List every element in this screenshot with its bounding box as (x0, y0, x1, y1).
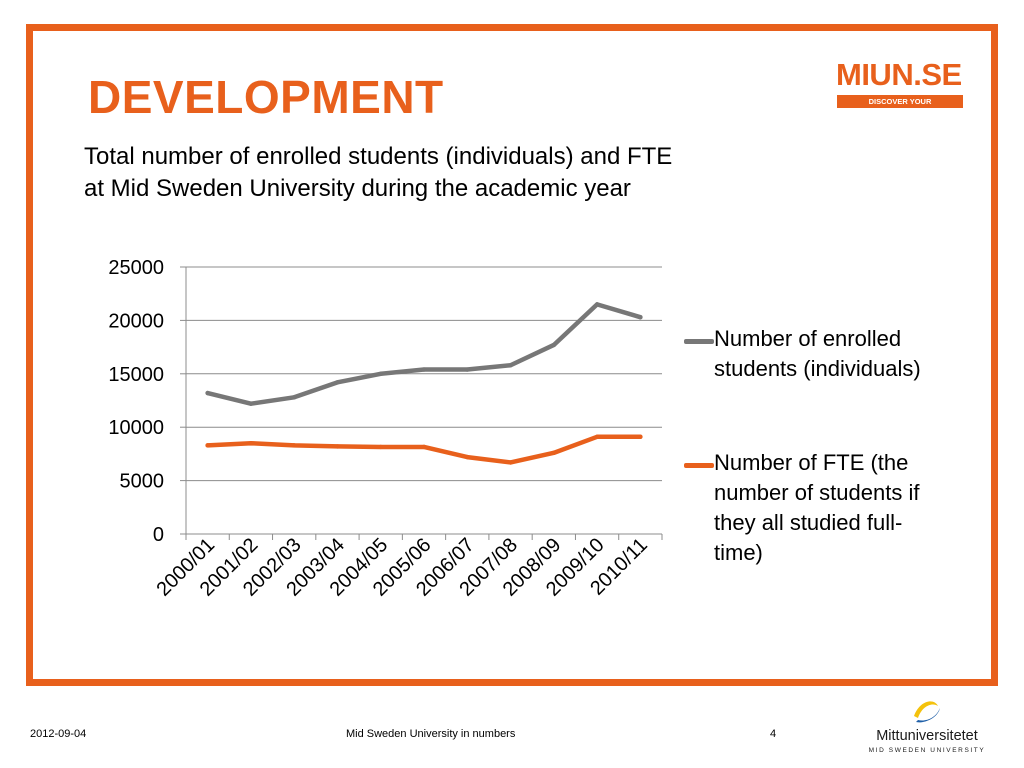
legend-label-enrolled-line-2: students (individuals) (714, 356, 921, 381)
chart-series (205, 302, 643, 465)
data-point-fte (378, 444, 383, 450)
legend-label-fte-line-4: time) (714, 540, 763, 565)
footer-title: Mid Sweden University in numbers (346, 728, 516, 740)
mittuniversitetet-logo: Mittuniversitetet MID SWEDEN UNIVERSITY (862, 696, 992, 760)
data-point-enrolled (465, 367, 470, 372)
data-point-fte (508, 460, 513, 465)
chart-axes (180, 266, 663, 540)
y-tick-labels: 0 5000 10000 15000 20000 25000 (108, 257, 164, 546)
swoosh-logo-icon (914, 701, 940, 723)
data-point-fte (291, 443, 297, 448)
data-point-enrolled (551, 342, 557, 348)
data-point-enrolled (508, 363, 513, 368)
legend-swatch-enrolled (684, 339, 714, 344)
data-point-fte (205, 443, 210, 448)
series-line-fte (205, 434, 643, 465)
miun-logo-name: MIUN.SE (836, 57, 962, 92)
legend-label-fte-line-1: Number of FTE (the (714, 450, 909, 475)
data-point-enrolled (335, 380, 340, 385)
university-name: Mittuniversitetet (876, 728, 978, 744)
y-tick-label: 5000 (120, 471, 165, 493)
slide-title: DEVELOPMENT (88, 71, 444, 123)
legend-label-fte: Number of FTE (the number of students if… (714, 448, 964, 568)
data-point-fte (421, 444, 427, 450)
data-point-fte (465, 454, 470, 460)
legend-label-enrolled-line-1: Number of enrolled (714, 326, 902, 351)
data-point-enrolled (205, 390, 210, 396)
y-tick-label: 10000 (108, 417, 164, 439)
slide-subtitle: Total number of enrolled students (indiv… (84, 141, 804, 205)
data-point-fte (638, 434, 643, 440)
university-subtitle: MID SWEDEN UNIVERSITY (868, 747, 986, 754)
data-point-enrolled (378, 371, 383, 376)
chart-gridlines (186, 266, 662, 482)
data-point-enrolled (638, 314, 643, 320)
legend-label-fte-line-2: number of students if (714, 480, 920, 505)
footer-date: 2012-09-04 (30, 728, 87, 740)
data-point-enrolled (594, 302, 600, 307)
data-point-enrolled (248, 401, 254, 406)
data-point-enrolled (291, 395, 297, 400)
slide-frame (26, 24, 998, 686)
data-point-fte (335, 444, 340, 449)
data-point-fte (551, 450, 557, 456)
x-tick-labels: 2000/012001/022002/032003/042004/052005/… (152, 534, 651, 601)
subtitle-line-1: Total number of enrolled students (indiv… (84, 143, 673, 170)
data-point-fte (248, 441, 254, 446)
miun-logo-tagline: DISCOVER YOUR OPPORTUNITIES (837, 95, 963, 119)
legend-label-fte-line-3: they all studied full- (714, 510, 903, 535)
series-line-enrolled (205, 302, 643, 406)
y-tick-label: 15000 (108, 364, 164, 386)
y-tick-label: 0 (153, 524, 164, 546)
page-number: 4 (770, 728, 777, 740)
miun-logo: MIUN.SE DISCOVER YOUR OPPORTUNITIES (836, 57, 966, 119)
y-tick-label: 25000 (108, 257, 164, 279)
data-point-enrolled (421, 367, 427, 372)
legend-label-enrolled: Number of enrolled students (individuals… (714, 324, 964, 384)
subtitle-line-2: at Mid Sweden University during the acad… (84, 175, 631, 202)
y-tick-label: 20000 (108, 310, 164, 332)
data-point-fte (594, 434, 600, 440)
legend-swatch-fte (684, 463, 714, 468)
